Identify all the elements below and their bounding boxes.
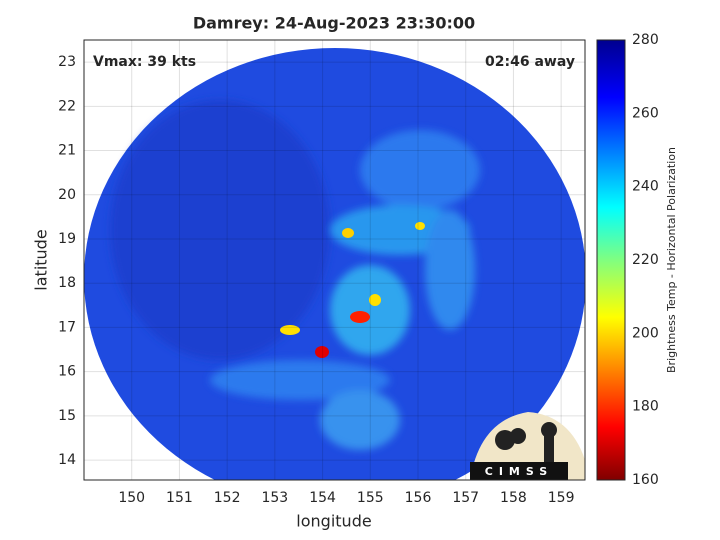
y-tick-label: 19	[58, 231, 76, 247]
colorbar-tick-label: 240	[632, 179, 659, 195]
y-tick-label: 20	[58, 187, 76, 203]
colorbar-tick-label: 200	[632, 325, 659, 341]
colorbar-label: Brightness Temp - Horizontal Polarizatio…	[665, 147, 678, 373]
y-tick-label: 21	[58, 143, 76, 159]
y-tick-label: 16	[58, 364, 76, 380]
x-axis-label: longitude	[296, 512, 371, 531]
colorbar-tick-label: 160	[632, 472, 659, 488]
y-axis-label: latitude	[32, 229, 51, 290]
colorbar-tick-label: 280	[632, 32, 659, 48]
y-tick-label: 15	[58, 408, 76, 424]
colorbar-tick-label: 220	[632, 252, 659, 268]
title: Damrey: 24-Aug-2023 23:30:00	[193, 14, 475, 33]
y-tick-label: 18	[58, 275, 76, 291]
x-tick-label: 153	[261, 490, 288, 506]
colorbar	[596, 39, 626, 481]
x-tick-label: 154	[309, 490, 336, 506]
swath	[84, 48, 585, 480]
x-tick-label: 157	[452, 490, 479, 506]
colorbar-tick-label: 260	[632, 105, 659, 121]
x-tick-label: 151	[166, 490, 193, 506]
x-tick-label: 150	[118, 490, 145, 506]
x-tick-label: 156	[405, 490, 432, 506]
x-tick-label: 152	[214, 490, 241, 506]
time-away: 02:46 away	[485, 54, 575, 70]
y-tick-label: 22	[58, 98, 76, 114]
y-tick-label: 23	[58, 54, 76, 70]
logo-text: CIMSS	[485, 465, 553, 478]
y-tick-label: 17	[58, 319, 76, 335]
x-tick-label: 155	[357, 490, 384, 506]
vmax: Vmax: 39 kts	[93, 54, 196, 70]
x-tick-label: 159	[548, 490, 575, 506]
colorbar-tick-label: 180	[632, 399, 659, 415]
axes-box	[83, 39, 586, 481]
x-tick-label: 158	[500, 490, 527, 506]
logo: CIMSS	[470, 412, 585, 480]
y-tick-label: 14	[58, 452, 76, 468]
